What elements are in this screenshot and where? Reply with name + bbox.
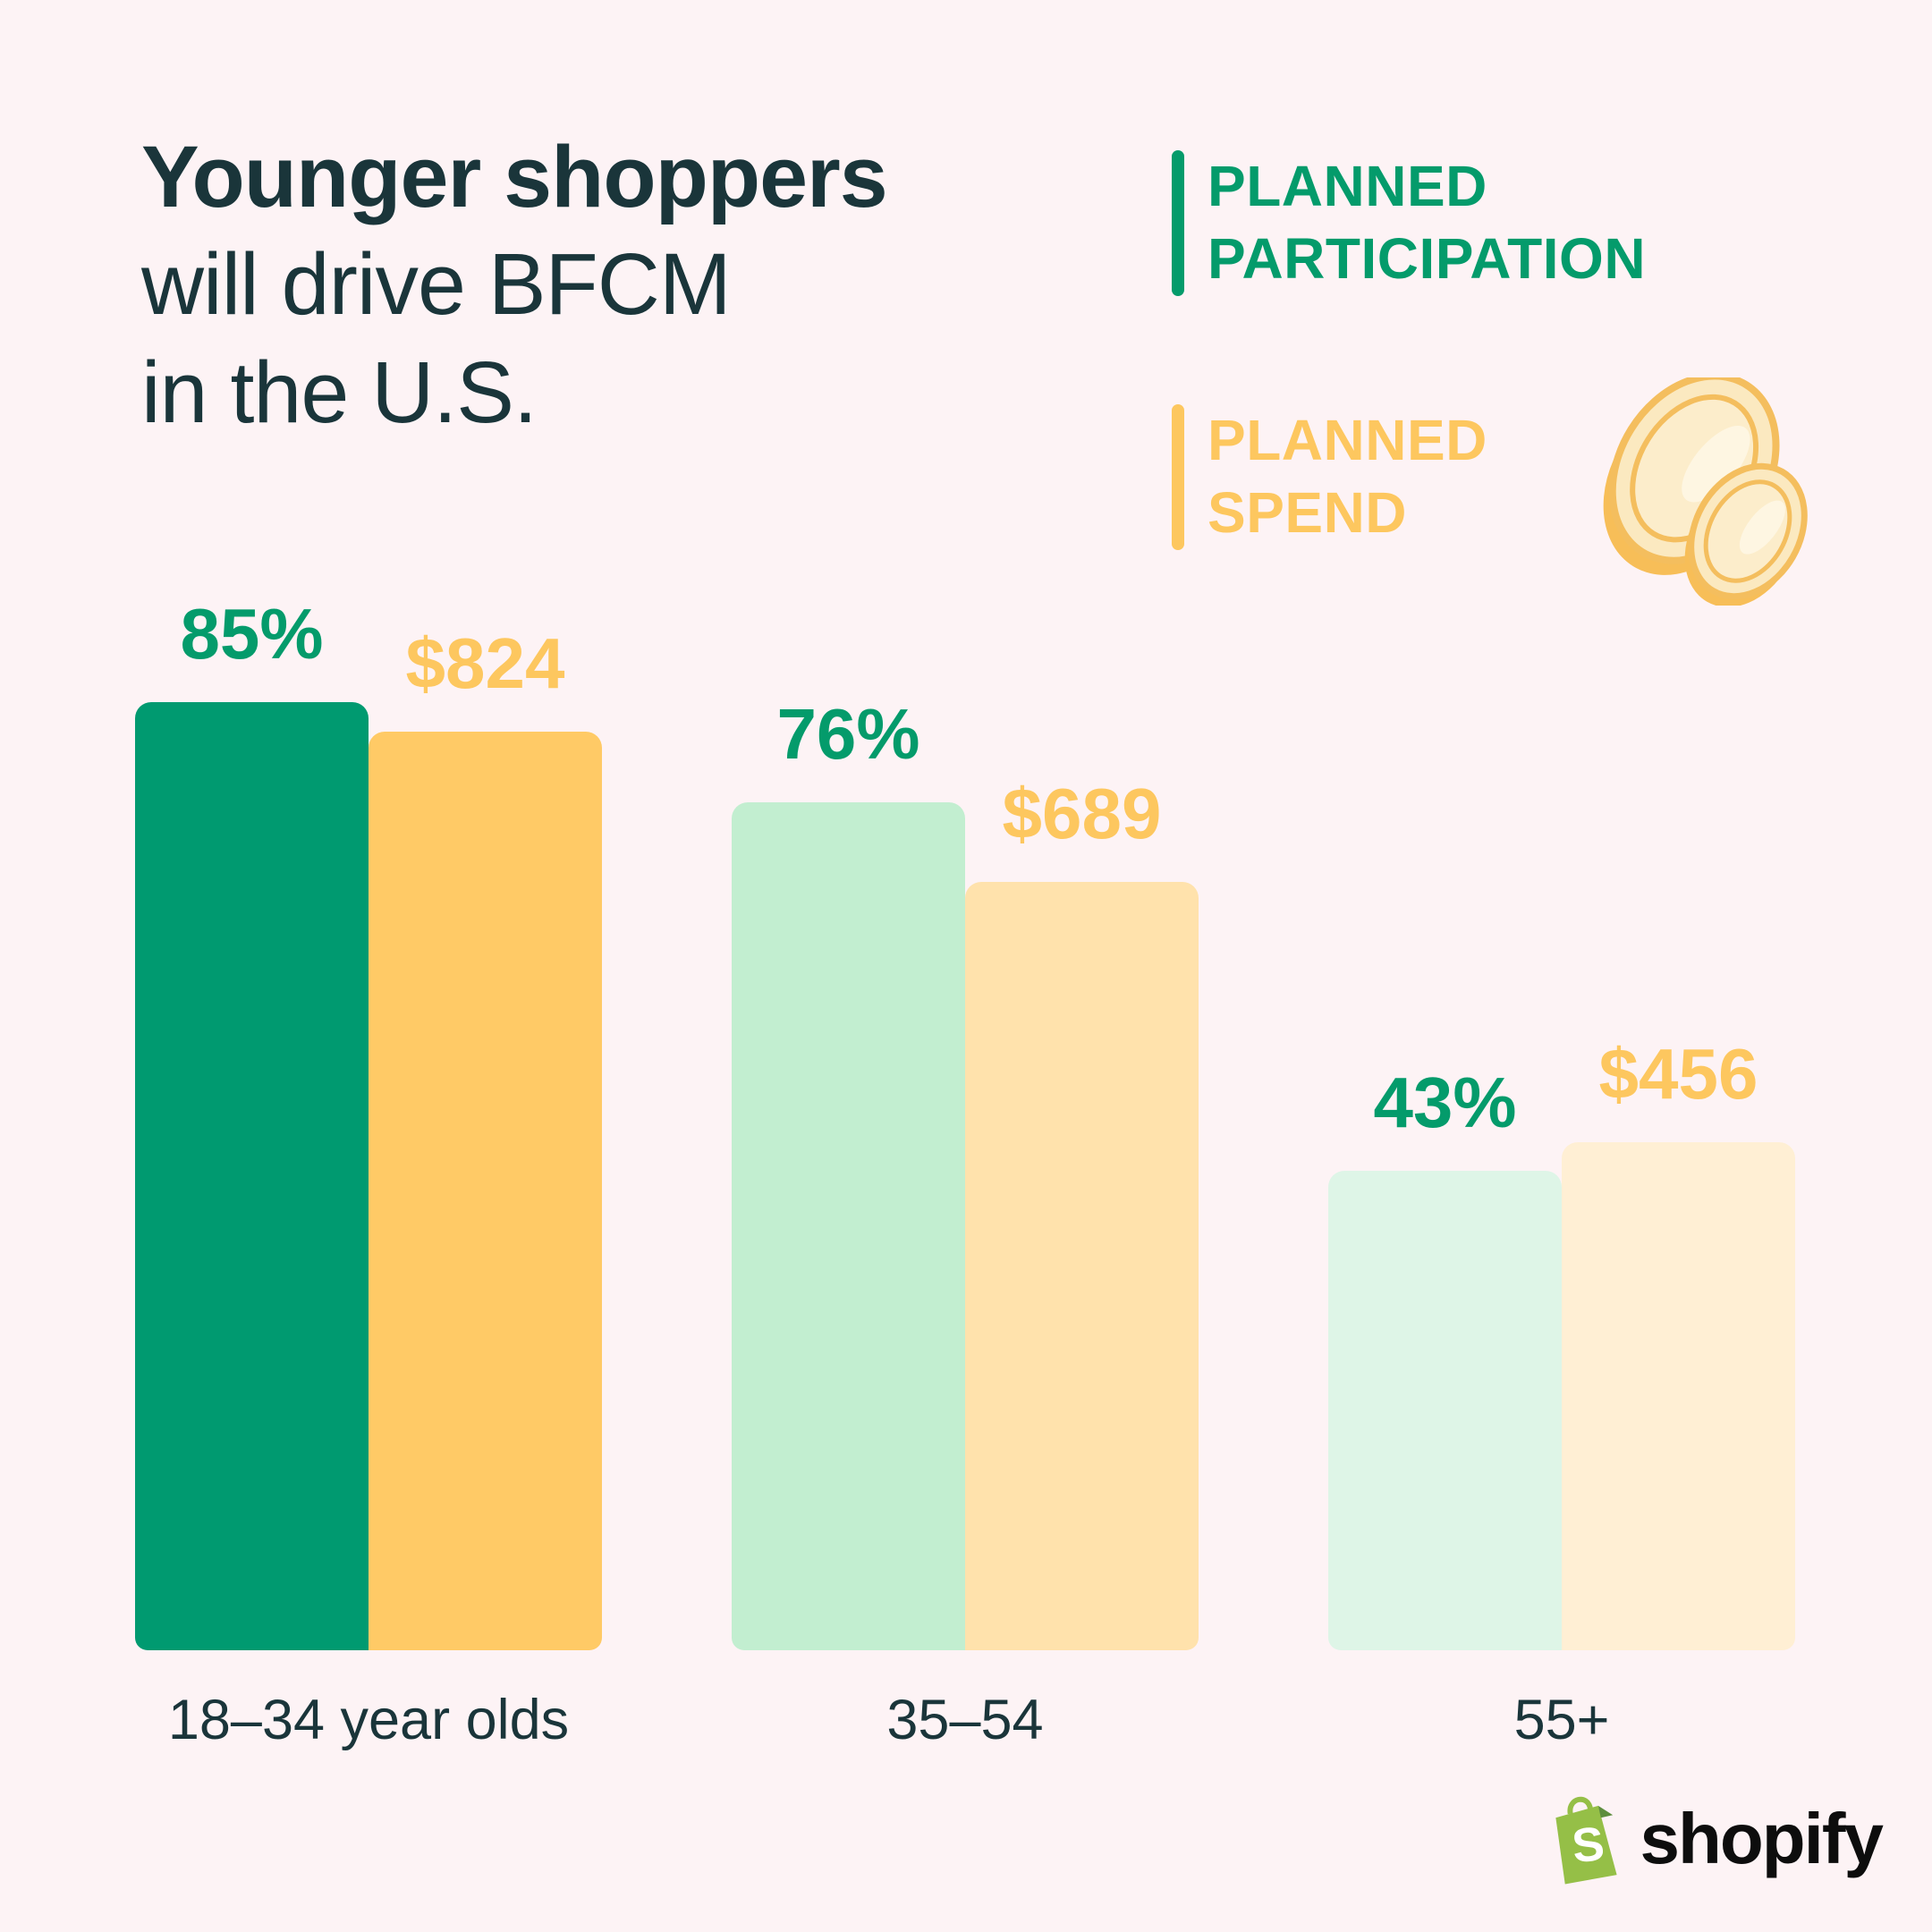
- shopify-bag-icon: S: [1555, 1796, 1617, 1885]
- value-label: $824: [405, 623, 565, 703]
- bar-group: 43% $456 55+: [1328, 1033, 1795, 1751]
- title-line-3: in the U.S.: [141, 343, 538, 441]
- value-label: 43%: [1373, 1063, 1517, 1142]
- legend-label-planned-spend: PLANNED SPEND: [1208, 404, 1487, 550]
- category-label: 55+: [1513, 1689, 1610, 1751]
- legend-label-line: PARTICIPATION: [1208, 226, 1647, 292]
- legend-tick-spend: [1172, 404, 1184, 550]
- legend-label-planned-participation: PLANNED PARTICIPATION: [1208, 150, 1646, 296]
- legend-tick-participation: [1172, 150, 1184, 296]
- legend-item-planned-spend: PLANNED SPEND: [1172, 404, 1487, 550]
- legend-label-line: SPEND: [1208, 480, 1407, 546]
- bar-spend: [369, 732, 602, 1650]
- category-label: 18–34 year olds: [167, 1689, 570, 1751]
- value-label: 85%: [180, 594, 324, 674]
- shopify-wordmark: shopify: [1640, 1799, 1884, 1878]
- coins-icon: [1603, 377, 1808, 606]
- bar-spend: [1562, 1142, 1795, 1650]
- bar-column: 43%: [1328, 1062, 1562, 1650]
- bar-column: $824: [369, 623, 602, 1650]
- bar-participation: [732, 802, 965, 1650]
- legend-label-line: PLANNED: [1208, 154, 1487, 218]
- bar-column: $689: [965, 773, 1199, 1650]
- bar-chart: 85% $824 18–34 year olds 76% $689 35–54 43% $45…: [135, 0, 1795, 1751]
- bar-group: 85% $824 18–34 year olds: [135, 593, 602, 1751]
- bar-participation: [135, 702, 369, 1650]
- bar-column: 76%: [732, 693, 965, 1650]
- shopify-logo: S shopify: [1544, 1792, 1884, 1885]
- title-line-2: will drive BFCM: [141, 235, 732, 334]
- value-label: $456: [1598, 1034, 1758, 1114]
- category-label: 35–54: [886, 1689, 1044, 1751]
- title-line-1: Younger shoppers: [141, 128, 888, 225]
- value-label: $689: [1002, 774, 1162, 853]
- value-label: 76%: [776, 694, 920, 774]
- legend-label-line: PLANNED: [1208, 408, 1487, 472]
- bar-spend: [965, 882, 1199, 1650]
- bar-column: $456: [1562, 1033, 1795, 1650]
- svg-text:S: S: [1569, 1818, 1606, 1873]
- bar-column: 85%: [135, 593, 369, 1650]
- bar-participation: [1328, 1171, 1562, 1650]
- legend-item-planned-participation: PLANNED PARTICIPATION: [1172, 150, 1646, 296]
- chart-title: Younger shoppers will drive BFCM in the …: [141, 123, 888, 446]
- bar-group: 76% $689 35–54: [732, 693, 1199, 1751]
